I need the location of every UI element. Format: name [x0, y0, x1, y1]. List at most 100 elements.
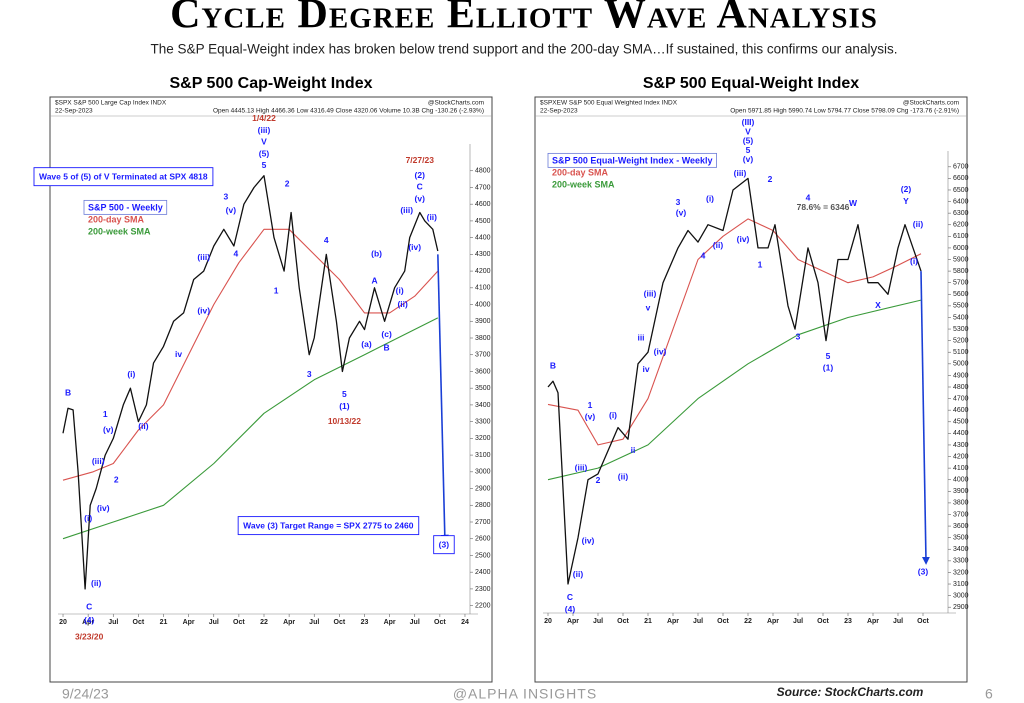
- wave-label: (iv): [737, 234, 750, 244]
- wave-label: 2: [285, 178, 290, 188]
- wave-label: V: [261, 137, 267, 147]
- y-tick-label: 3600: [475, 368, 491, 375]
- legend-entry: 200-week SMA: [552, 179, 615, 189]
- legend-entry: 200-week SMA: [88, 226, 151, 236]
- y-tick-label: 4500: [953, 419, 969, 426]
- wave-label: (4): [565, 604, 576, 614]
- x-tick-label: Oct: [617, 618, 629, 625]
- y-tick-label: 3300: [953, 558, 969, 565]
- wave-label: B: [384, 342, 390, 352]
- legend-box: [83, 199, 168, 215]
- x-tick-label: Oct: [233, 619, 245, 626]
- x-tick-label: Apr: [384, 619, 396, 626]
- y-tick-label: 6000: [953, 245, 969, 252]
- wave-label: iii: [637, 333, 644, 343]
- wave-label: (3): [918, 567, 929, 577]
- y-tick-label: 6200: [953, 222, 969, 229]
- wave-label: A: [371, 275, 377, 285]
- wave-label: 1: [758, 260, 763, 270]
- x-tick-label: 22: [260, 619, 268, 626]
- wave-label: C: [86, 602, 92, 612]
- x-tick-label: 21: [644, 618, 652, 625]
- callout-box: [433, 535, 455, 555]
- wave-label: (2): [901, 184, 912, 194]
- wave-label: (iv): [197, 305, 210, 315]
- y-tick-label: 4700: [475, 184, 491, 191]
- wave-label: (ii): [427, 212, 438, 222]
- x-tick-label: Jul: [410, 619, 420, 626]
- wave-label: (a): [361, 339, 372, 349]
- y-tick-label: 3700: [475, 352, 491, 359]
- page-number: 6: [985, 686, 993, 702]
- y-tick-label: 3300: [475, 418, 491, 425]
- wave-label: 1/4/22: [252, 113, 276, 123]
- wave-label: (iv): [654, 346, 667, 356]
- x-tick-label: Oct: [917, 618, 929, 625]
- y-tick-label: 3200: [953, 569, 969, 576]
- y-tick-label: 6300: [953, 210, 969, 217]
- x-tick-label: Apr: [867, 618, 879, 625]
- wave-label: 2: [114, 474, 119, 484]
- wave-label: (v): [743, 154, 754, 164]
- x-tick-label: Oct: [717, 618, 729, 625]
- wave-label: v: [646, 302, 651, 312]
- y-tick-label: 3100: [475, 452, 491, 459]
- chart-title: S&P 500 Cap-Weight Index: [169, 75, 372, 92]
- y-tick-label: 4400: [475, 234, 491, 241]
- wave-label: Y: [903, 196, 909, 206]
- sma-line: [547, 299, 922, 481]
- slide-subtitle: The S&P Equal-Weight index has broken be…: [151, 42, 898, 57]
- price-line: [62, 175, 439, 590]
- wave-label: V: [745, 126, 751, 136]
- wave-label: 4: [233, 249, 238, 259]
- chart-header: $SPX S&P 500 Large Cap Index INDX: [55, 100, 167, 107]
- wave-label: (ii): [138, 421, 149, 431]
- y-tick-label: 3100: [953, 581, 969, 588]
- legend-entry: 200-day SMA: [552, 167, 609, 177]
- y-tick-label: 3500: [953, 535, 969, 542]
- wave-label: (v): [676, 207, 687, 217]
- y-tick-label: 5000: [953, 361, 969, 368]
- y-tick-label: 6700: [953, 164, 969, 171]
- slide-title: Cycle Degree Elliott Wave Analysis: [170, 0, 878, 38]
- wave-label: 3: [676, 197, 681, 207]
- y-tick-label: 4100: [953, 465, 969, 472]
- y-tick-label: 4900: [953, 372, 969, 379]
- wave-label: 5: [746, 145, 751, 155]
- y-tick-label: 3900: [475, 318, 491, 325]
- y-tick-label: 2900: [953, 604, 969, 611]
- y-tick-label: 3400: [475, 402, 491, 409]
- footer-source: Source: StockCharts.com: [777, 685, 924, 699]
- wave-label: 4: [701, 250, 706, 260]
- wave-label: (iii): [575, 462, 588, 472]
- wave-label: (i): [84, 513, 92, 523]
- x-tick-label: Oct: [817, 618, 829, 625]
- y-tick-label: 4200: [475, 268, 491, 275]
- x-tick-label: 22: [744, 618, 752, 625]
- y-tick-label: 4800: [475, 168, 491, 175]
- x-tick-label: 23: [361, 619, 369, 626]
- wave-label: (iv): [582, 535, 595, 545]
- x-tick-label: 20: [59, 619, 67, 626]
- wave-label: (i): [706, 193, 714, 203]
- chart-title: S&P 500 Equal-Weight Index: [643, 75, 859, 92]
- y-tick-label: 3800: [475, 335, 491, 342]
- wave-label: 10/13/22: [328, 416, 361, 426]
- y-tick-label: 4800: [953, 384, 969, 391]
- wave-label: (iii): [644, 289, 657, 299]
- wave-label: 3/23/20: [75, 632, 104, 642]
- y-tick-label: 3700: [953, 511, 969, 518]
- y-tick-label: 4300: [953, 442, 969, 449]
- x-tick-label: Jul: [793, 618, 803, 625]
- y-tick-label: 5500: [953, 303, 969, 310]
- y-tick-label: 6600: [953, 175, 969, 182]
- wave-label: (v): [585, 411, 596, 421]
- chart-frame: [534, 96, 968, 683]
- y-tick-label: 4400: [953, 430, 969, 437]
- y-tick-label: 4600: [475, 201, 491, 208]
- x-tick-label: Apr: [767, 618, 779, 625]
- x-tick-label: Jul: [593, 618, 603, 625]
- wave-label: 1: [103, 409, 108, 419]
